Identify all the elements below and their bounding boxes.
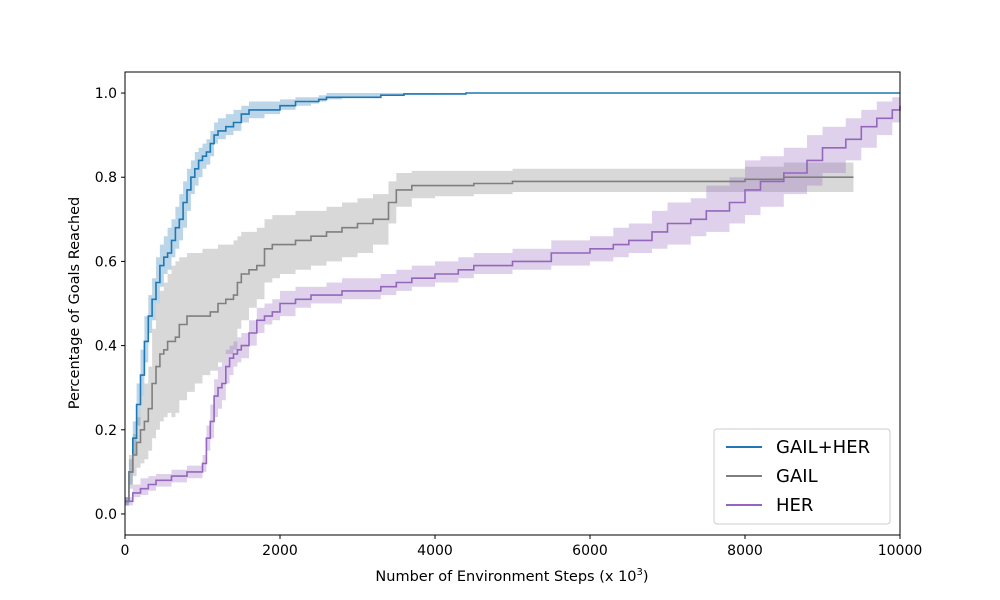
legend-label-gail-her: GAIL+HER xyxy=(776,437,870,458)
y-tick-label: 0.2 xyxy=(95,423,117,439)
x-axis-label-text: Number of Environment Steps (x 10 xyxy=(375,569,636,585)
line-her xyxy=(125,105,901,503)
y-tick-label: 0.4 xyxy=(95,339,117,355)
x-axis-label: Number of Environment Steps (x 103) xyxy=(375,567,648,585)
x-tick-label: 6000 xyxy=(572,543,608,559)
x-tick-label: 10000 xyxy=(878,543,923,559)
legend-label-her: HER xyxy=(776,495,813,516)
line-gail xyxy=(125,176,854,503)
y-axis-label: Percentage of Goals Reached xyxy=(67,197,83,409)
legend-label-gail: GAIL xyxy=(776,466,818,487)
x-axis-ticks: 0 2000 4000 6000 8000 10000 xyxy=(121,535,923,559)
x-tick-label: 8000 xyxy=(727,543,763,559)
x-tick-label: 4000 xyxy=(417,543,453,559)
y-tick-label: 0.6 xyxy=(95,254,117,270)
y-axis-ticks: 0.0 0.2 0.4 0.6 0.8 1.0 xyxy=(95,86,125,523)
x-axis-label-suffix: ) xyxy=(643,569,649,585)
y-tick-label: 0.0 xyxy=(95,507,117,523)
line-gail-her xyxy=(125,92,900,503)
y-tick-label: 1.0 xyxy=(95,86,117,102)
series-lines xyxy=(125,92,901,503)
legend-box xyxy=(713,428,891,525)
x-tick-label: 0 xyxy=(121,543,130,559)
plot-frame xyxy=(124,71,901,536)
legend: GAIL+HER GAIL HER xyxy=(713,428,891,525)
x-axis-label-exponent: 3 xyxy=(637,567,643,578)
y-tick-label: 0.8 xyxy=(95,170,117,186)
band-gail xyxy=(125,162,854,506)
x-tick-label: 2000 xyxy=(262,543,298,559)
